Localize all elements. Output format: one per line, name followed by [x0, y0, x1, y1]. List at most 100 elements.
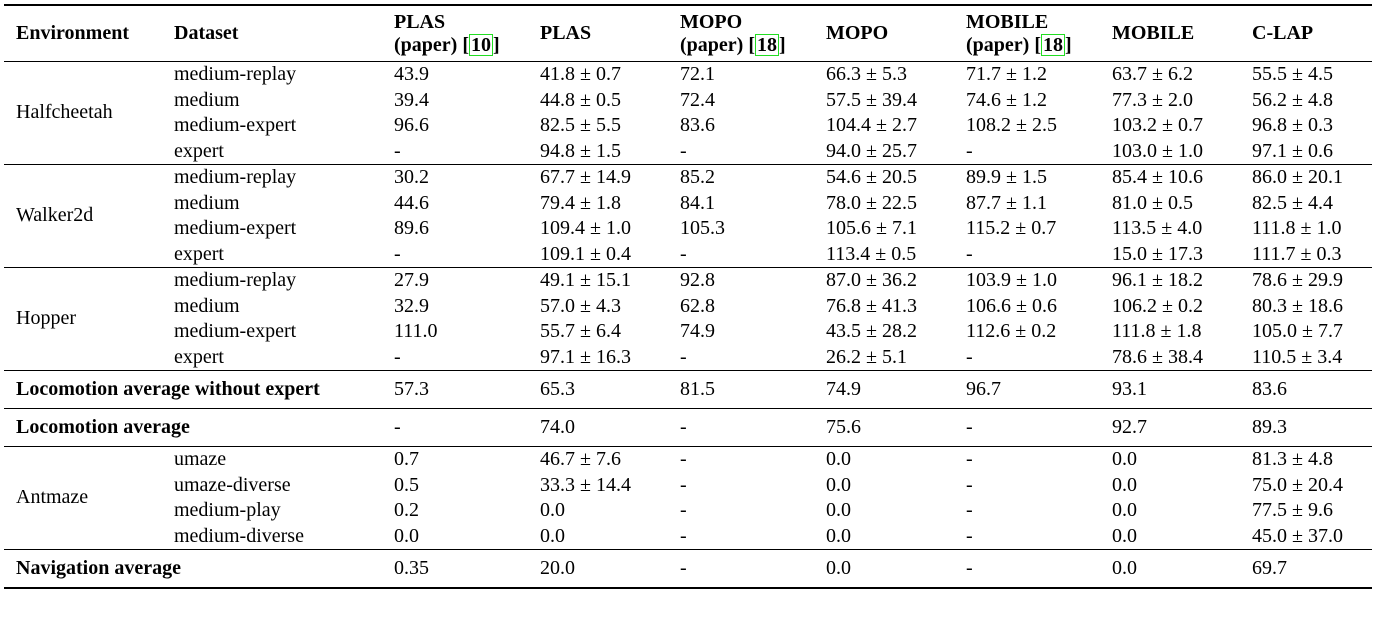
cell-value: medium-diverse	[174, 524, 304, 547]
cell-value: 85.2	[680, 166, 715, 188]
value-cell: - - - -	[668, 447, 814, 550]
citation-link[interactable]: [18]	[748, 33, 786, 56]
average-value: 74.9	[826, 378, 861, 400]
cell-value: 39.4	[394, 88, 429, 111]
cell-value: 113.5 ± 4.0	[1112, 217, 1203, 239]
cell-value: -	[680, 448, 687, 470]
cell-value: 75.0 ± 20.4	[1252, 473, 1343, 496]
cell-value: 0.0	[826, 473, 851, 496]
cell-value: -	[680, 473, 687, 496]
cell-value: 103.2 ± 0.7	[1112, 114, 1203, 136]
cell-value: -	[680, 499, 687, 521]
cell-value: expert	[174, 345, 224, 368]
average-value: -	[680, 557, 687, 579]
cell-value: 97.1 ± 0.6	[1252, 139, 1333, 162]
cell-value: 109.1 ± 0.4	[540, 242, 631, 265]
average-value: 65.3	[540, 378, 575, 400]
header-dataset: Dataset	[174, 22, 239, 44]
cell-value: -	[680, 242, 687, 265]
cell-value: 41.8 ± 0.7	[540, 63, 621, 85]
cell-value: 66.3 ± 5.3	[826, 63, 907, 85]
cell-value: 27.9	[394, 269, 429, 291]
dataset-cell: medium-replay medium medium-expert expert	[162, 62, 382, 165]
cell-value: 92.8	[680, 269, 715, 291]
cell-value: 77.3 ± 2.0	[1112, 88, 1193, 111]
average-value: 92.7	[1112, 416, 1147, 438]
cell-value: -	[680, 345, 687, 368]
cell-value: -	[966, 473, 973, 496]
cell-value: medium	[174, 88, 240, 111]
cell-value: 0.2	[394, 499, 419, 521]
average-value: 89.3	[1252, 416, 1287, 438]
value-cell: 63.7 ± 6.2 77.3 ± 2.0 103.2 ± 0.7 103.0 ± 1…	[1100, 62, 1240, 165]
cell-value: 74.9	[680, 320, 715, 342]
citation-link[interactable]: [10]	[462, 33, 500, 56]
header-plas-paper: PLAS (paper) [10]	[382, 5, 528, 62]
cell-value: 94.0 ± 25.7	[826, 139, 917, 162]
cell-value: 33.3 ± 14.4	[540, 473, 631, 496]
cell-value: medium-expert	[174, 320, 297, 342]
cell-value: 0.0	[826, 499, 851, 521]
cell-value: 111.0	[394, 320, 438, 342]
cell-value: 87.7 ± 1.1	[966, 191, 1047, 214]
cell-value: 67.7 ± 14.9	[540, 166, 631, 188]
cell-value: 44.8 ± 0.5	[540, 88, 621, 111]
cell-value: -	[394, 242, 401, 265]
header-mobile-paper: MOBILE (paper) [18]	[954, 5, 1100, 62]
cell-value: 56.2 ± 4.8	[1252, 88, 1333, 111]
cell-value: 54.6 ± 20.5	[826, 166, 917, 188]
average-value: -	[966, 557, 973, 579]
average-value: 69.7	[1252, 557, 1287, 579]
cell-value: medium-play	[174, 499, 281, 521]
value-cell: 27.9 32.9 111.0 -	[382, 268, 528, 371]
value-cell: 85.4 ± 10.6 81.0 ± 0.5 113.5 ± 4.0 15.0 ± 1…	[1100, 165, 1240, 268]
cell-value: 43.5 ± 28.2	[826, 320, 917, 342]
citation-number: 10	[469, 33, 493, 56]
average-label: Navigation average	[16, 557, 181, 579]
cell-value: 111.7 ± 0.3	[1252, 242, 1342, 265]
cell-value: -	[966, 499, 973, 521]
cell-value: 82.5 ± 4.4	[1252, 191, 1333, 214]
environment-cell: Hopper	[16, 307, 76, 330]
dataset-cell: medium-replay medium medium-expert expert	[162, 165, 382, 268]
cell-value: medium-replay	[174, 166, 297, 188]
citation-link[interactable]: [18]	[1034, 33, 1072, 56]
header-plas: PLAS	[540, 22, 592, 44]
cell-value: 96.8 ± 0.3	[1252, 114, 1333, 136]
cell-value: 0.0	[826, 448, 851, 470]
cell-value: 78.6 ± 38.4	[1112, 345, 1203, 368]
header-mobile-paper-l2: (paper)	[966, 33, 1030, 56]
cell-value: expert	[174, 242, 224, 265]
cell-value: medium-replay	[174, 63, 297, 85]
value-cell: 89.9 ± 1.5 87.7 ± 1.1 115.2 ± 0.7 -	[954, 165, 1100, 268]
cell-value: medium	[174, 191, 240, 214]
cell-value: medium-expert	[174, 217, 297, 239]
value-cell: 67.7 ± 14.9 79.4 ± 1.8 109.4 ± 1.0 109.1 ± …	[528, 165, 668, 268]
cell-value: 0.5	[394, 473, 419, 496]
value-cell: 46.7 ± 7.6 33.3 ± 14.4 0.0 0.0	[528, 447, 668, 550]
value-cell: 103.9 ± 1.0 106.6 ± 0.6 112.6 ± 0.2 -	[954, 268, 1100, 371]
header-mopo-paper-l1: MOPO	[680, 10, 743, 33]
cell-value: 111.8 ± 1.0	[1252, 217, 1342, 239]
cell-value: 0.0	[540, 499, 565, 521]
cell-value: 62.8	[680, 294, 715, 317]
environment-cell: Antmaze	[16, 486, 89, 509]
header-mobile-paper-l1: MOBILE	[966, 10, 1049, 33]
cell-value: 55.7 ± 6.4	[540, 320, 621, 342]
cell-value: 108.2 ± 2.5	[966, 114, 1057, 136]
value-cell: 71.7 ± 1.2 74.6 ± 1.2 108.2 ± 2.5 -	[954, 62, 1100, 165]
cell-value: 80.3 ± 18.6	[1252, 294, 1343, 317]
cell-value: 105.3	[680, 217, 725, 239]
cell-value: 113.4 ± 0.5	[826, 242, 917, 265]
cell-value: medium	[174, 294, 240, 317]
cell-value: -	[966, 448, 973, 470]
average-value: 96.7	[966, 378, 1001, 400]
cell-value: 76.8 ± 41.3	[826, 294, 917, 317]
cell-value: 72.4	[680, 88, 715, 111]
group-row: Walker2d medium-replay medium medium-expert…	[4, 165, 1372, 268]
cell-value: 103.0 ± 1.0	[1112, 139, 1203, 162]
cell-value: 44.6	[394, 191, 429, 214]
cell-value: 46.7 ± 7.6	[540, 448, 621, 470]
average-row: Navigation average 0.35 20.0 - 0.0 - 0.0 69.7	[4, 550, 1372, 588]
cell-value: medium-replay	[174, 269, 297, 291]
